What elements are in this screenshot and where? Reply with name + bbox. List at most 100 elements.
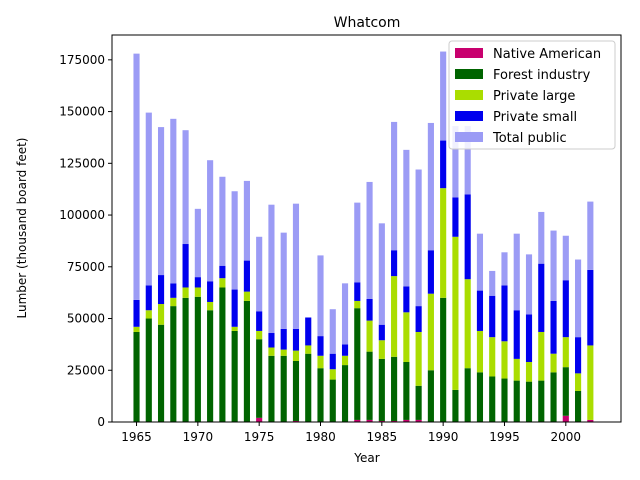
bar-segment-private-small-1996 bbox=[513, 310, 520, 359]
bar-segment-forest-industry-1984 bbox=[366, 351, 373, 420]
bar-segment-total-public-1984 bbox=[366, 181, 373, 299]
legend-label-native-american: Native American bbox=[493, 47, 601, 62]
bar-segment-private-small-1980 bbox=[317, 336, 324, 356]
bar-segment-total-public-1999 bbox=[550, 230, 557, 301]
bar-segment-forest-industry-1999 bbox=[550, 372, 557, 422]
bar-segment-private-small-1992 bbox=[464, 194, 471, 280]
bar-segment-forest-industry-1976 bbox=[268, 355, 275, 422]
bar-segment-forest-industry-1998 bbox=[538, 380, 545, 422]
bar-segment-total-public-1975 bbox=[256, 236, 263, 312]
bar-segment-private-large-1995 bbox=[501, 341, 508, 379]
bar-segment-private-large-1999 bbox=[550, 353, 557, 373]
bar-segment-total-public-1980 bbox=[317, 255, 324, 337]
bar-segment-total-public-1988 bbox=[415, 169, 422, 307]
bar-segment-private-large-1998 bbox=[538, 331, 545, 381]
bar-segment-native-american-1986 bbox=[391, 420, 398, 422]
bar-segment-private-small-1986 bbox=[391, 250, 398, 277]
bar-segment-private-large-1968 bbox=[170, 297, 177, 307]
bar-segment-private-large-1972 bbox=[219, 278, 226, 288]
bar-segment-forest-industry-1978 bbox=[292, 360, 300, 421]
bar-segment-forest-industry-1990 bbox=[440, 297, 447, 422]
bar-segment-private-small-1987 bbox=[403, 286, 410, 313]
bar-segment-private-large-2000 bbox=[562, 337, 569, 368]
bar-segment-forest-industry-1967 bbox=[157, 324, 165, 422]
bar-segment-private-small-2001 bbox=[575, 337, 582, 374]
bar-segment-private-large-1985 bbox=[378, 340, 385, 359]
chart-title: Whatcom bbox=[334, 15, 401, 31]
bar-segment-total-public-1983 bbox=[354, 202, 361, 283]
bar-segment-private-small-1965 bbox=[133, 299, 140, 327]
x-tick-label: 1990 bbox=[428, 430, 459, 444]
bar-segment-private-large-1990 bbox=[440, 188, 447, 298]
bar-segment-private-large-1976 bbox=[268, 347, 275, 356]
bar-segment-forest-industry-1975 bbox=[256, 339, 263, 418]
bar-segment-total-public-1994 bbox=[489, 270, 496, 296]
y-tick-label: 175000 bbox=[59, 53, 105, 67]
legend-label-forest-industry: Forest industry bbox=[493, 68, 591, 83]
y-axis: 0 25000 50000 75000 100000 125000 150000 175000 bbox=[59, 53, 112, 429]
bar-segment-private-small-1993 bbox=[476, 290, 484, 331]
bar-segment-forest-industry-1980 bbox=[317, 368, 324, 422]
bar-segment-private-small-1973 bbox=[231, 289, 238, 327]
bar-segment-forest-industry-1970 bbox=[194, 296, 201, 422]
bar-segment-forest-industry-1996 bbox=[513, 380, 520, 422]
bar-segment-native-american-1978 bbox=[292, 420, 300, 422]
bar-segment-forest-industry-1993 bbox=[476, 372, 484, 422]
bar-segment-forest-industry-1969 bbox=[182, 297, 189, 422]
bar-segment-total-public-1971 bbox=[207, 160, 214, 282]
bar-segment-total-public-1995 bbox=[501, 252, 508, 286]
y-tick-label: 75000 bbox=[67, 260, 105, 274]
bar-segment-total-public-1967 bbox=[157, 127, 165, 276]
bar-segment-private-large-1965 bbox=[133, 326, 140, 332]
bar-segment-private-small-2000 bbox=[562, 280, 569, 338]
bar-segment-total-public-1974 bbox=[243, 180, 250, 261]
bar-segment-private-small-1991 bbox=[452, 197, 459, 237]
y-tick-label: 0 bbox=[97, 415, 105, 429]
x-tick-label: 1965 bbox=[121, 430, 152, 444]
bar-segment-native-american-1983 bbox=[354, 419, 361, 422]
bar-segment-private-large-1992 bbox=[464, 279, 471, 369]
bar-segment-private-small-1974 bbox=[243, 260, 250, 292]
bar-segment-private-large-1978 bbox=[292, 350, 300, 361]
bar-segment-private-small-1984 bbox=[366, 298, 373, 321]
bar-segment-private-small-1975 bbox=[256, 311, 263, 331]
bar-segment-total-public-1965 bbox=[133, 53, 140, 300]
bar-segment-total-public-1966 bbox=[145, 112, 152, 286]
bar-segment-total-public-1976 bbox=[268, 204, 275, 334]
bar-segment-total-public-1970 bbox=[194, 208, 201, 278]
bar-segment-forest-industry-1986 bbox=[391, 356, 398, 421]
legend-label-private-small: Private small bbox=[493, 110, 577, 125]
bar-segment-private-large-1993 bbox=[476, 330, 484, 373]
y-tick-label: 25000 bbox=[67, 363, 105, 377]
x-tick-label: 2000 bbox=[551, 430, 582, 444]
bar-segment-forest-industry-1972 bbox=[219, 287, 226, 422]
bar-segment-private-large-1982 bbox=[341, 355, 349, 366]
bar-segment-forest-industry-1977 bbox=[280, 355, 287, 422]
bar-segment-forest-industry-1965 bbox=[133, 331, 140, 422]
bar-segment-private-small-1969 bbox=[182, 244, 189, 288]
bar-segment-private-large-1991 bbox=[452, 236, 459, 390]
bar-segment-total-public-2000 bbox=[562, 235, 569, 281]
bar-segment-native-american-1985 bbox=[378, 420, 385, 422]
bar-segment-total-public-1985 bbox=[378, 223, 385, 325]
bar-segment-forest-industry-1979 bbox=[305, 353, 312, 422]
bar-segment-private-large-1975 bbox=[256, 330, 263, 340]
bar-segment-private-small-1966 bbox=[145, 285, 152, 311]
x-tick-label: 1995 bbox=[489, 430, 520, 444]
bar-segment-private-large-1986 bbox=[391, 276, 398, 357]
legend-label-private-large: Private large bbox=[493, 89, 575, 104]
bar-segment-private-small-2002 bbox=[587, 269, 594, 346]
bar-segment-total-public-1982 bbox=[341, 283, 349, 345]
bar-segment-forest-industry-1989 bbox=[427, 370, 434, 422]
bar-segment-private-large-2001 bbox=[575, 373, 582, 391]
bar-segment-private-large-1973 bbox=[231, 326, 238, 331]
legend-swatch-private-small bbox=[455, 111, 483, 121]
bar-segment-forest-industry-1994 bbox=[489, 376, 496, 422]
bar-segment-private-small-1995 bbox=[501, 285, 508, 342]
bar-segment-native-american-1975 bbox=[256, 417, 263, 422]
y-tick-label: 100000 bbox=[59, 208, 105, 222]
bar-segment-total-public-1973 bbox=[231, 191, 238, 290]
bar-segment-private-large-1969 bbox=[182, 287, 189, 298]
bar-segment-total-public-1990 bbox=[440, 51, 447, 141]
bar-segment-forest-industry-1997 bbox=[525, 381, 533, 422]
